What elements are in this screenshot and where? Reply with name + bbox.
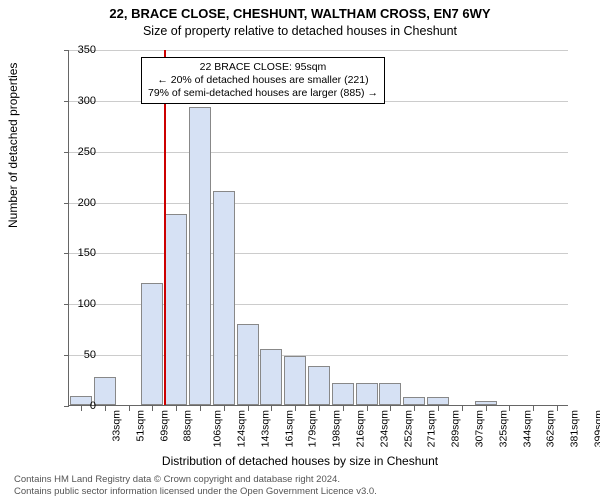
x-tick-label: 307sqm [473, 410, 485, 447]
x-tick-label: 69sqm [158, 410, 170, 442]
x-tick-label: 362sqm [545, 410, 557, 447]
x-tick-mark [462, 406, 463, 411]
y-tick-label: 350 [62, 44, 96, 56]
histogram-bar [237, 324, 259, 405]
y-tick-label: 50 [62, 349, 96, 361]
histogram-bar [356, 383, 378, 405]
x-tick-mark [557, 406, 558, 411]
x-tick-mark [129, 406, 130, 411]
x-tick-mark [176, 406, 177, 411]
histogram-bar [308, 366, 330, 405]
x-tick-mark [224, 406, 225, 411]
x-tick-label: 399sqm [592, 410, 600, 447]
x-tick-mark [248, 406, 249, 411]
y-tick-label: 250 [62, 146, 96, 158]
chart-title-line2: Size of property relative to detached ho… [0, 24, 600, 38]
x-tick-mark [200, 406, 201, 411]
x-tick-mark [438, 406, 439, 411]
x-tick-mark [414, 406, 415, 411]
y-tick-label: 150 [62, 247, 96, 259]
y-tick-label: 0 [62, 400, 96, 412]
histogram-bar [403, 397, 425, 405]
x-tick-label: 234sqm [378, 410, 390, 447]
annotation-box: 22 BRACE CLOSE: 95sqm← 20% of detached h… [141, 57, 385, 104]
x-tick-label: 344sqm [521, 410, 533, 447]
x-tick-mark [271, 406, 272, 411]
grid-line [69, 152, 568, 153]
x-tick-mark [319, 406, 320, 411]
x-tick-label: 381sqm [569, 410, 581, 447]
x-axis-label: Distribution of detached houses by size … [0, 454, 600, 468]
y-tick-label: 300 [62, 95, 96, 107]
x-tick-mark [343, 406, 344, 411]
x-tick-label: 124sqm [235, 410, 247, 447]
annotation-line: 22 BRACE CLOSE: 95sqm [148, 61, 378, 74]
x-tick-mark [390, 406, 391, 411]
x-tick-label: 33sqm [110, 410, 122, 442]
x-tick-label: 271sqm [426, 410, 438, 447]
histogram-bar [379, 383, 401, 405]
histogram-bar [427, 397, 449, 405]
histogram-bar [475, 401, 497, 405]
y-tick-label: 200 [62, 197, 96, 209]
histogram-bar [332, 383, 354, 405]
x-tick-mark [367, 406, 368, 411]
x-tick-label: 289sqm [450, 410, 462, 447]
y-axis-label: Number of detached properties [6, 63, 20, 228]
grid-line [69, 203, 568, 204]
x-tick-label: 198sqm [331, 410, 343, 447]
grid-line [69, 50, 568, 51]
histogram-bar [189, 107, 211, 405]
histogram-bar [94, 377, 116, 405]
x-tick-label: 143sqm [259, 410, 271, 447]
histogram-bar [284, 356, 306, 405]
grid-line [69, 253, 568, 254]
x-tick-mark [533, 406, 534, 411]
chart-title-line1: 22, BRACE CLOSE, CHESHUNT, WALTHAM CROSS… [0, 6, 600, 21]
x-tick-mark [486, 406, 487, 411]
histogram-bar [165, 214, 187, 405]
footer-copyright-2: Contains public sector information licen… [14, 486, 377, 497]
x-tick-mark [509, 406, 510, 411]
footer-copyright-1: Contains HM Land Registry data © Crown c… [14, 474, 340, 485]
x-tick-label: 88sqm [182, 410, 194, 442]
x-tick-mark [152, 406, 153, 411]
annotation-line: 79% of semi-detached houses are larger (… [148, 87, 378, 100]
x-tick-mark [295, 406, 296, 411]
histogram-bar [213, 191, 235, 405]
histogram-bar [141, 283, 163, 405]
x-tick-label: 325sqm [497, 410, 509, 447]
x-tick-label: 161sqm [283, 410, 295, 447]
x-tick-label: 51sqm [134, 410, 146, 442]
x-tick-label: 179sqm [307, 410, 319, 447]
x-tick-label: 106sqm [212, 410, 224, 447]
x-tick-label: 216sqm [354, 410, 366, 447]
x-tick-label: 252sqm [402, 410, 414, 447]
histogram-bar [260, 349, 282, 405]
plot-area: 33sqm51sqm69sqm88sqm106sqm124sqm143sqm16… [68, 50, 568, 406]
annotation-line: ← 20% of detached houses are smaller (22… [148, 74, 378, 87]
x-tick-mark [105, 406, 106, 411]
y-tick-label: 100 [62, 298, 96, 310]
chart-container: 22, BRACE CLOSE, CHESHUNT, WALTHAM CROSS… [0, 0, 600, 500]
